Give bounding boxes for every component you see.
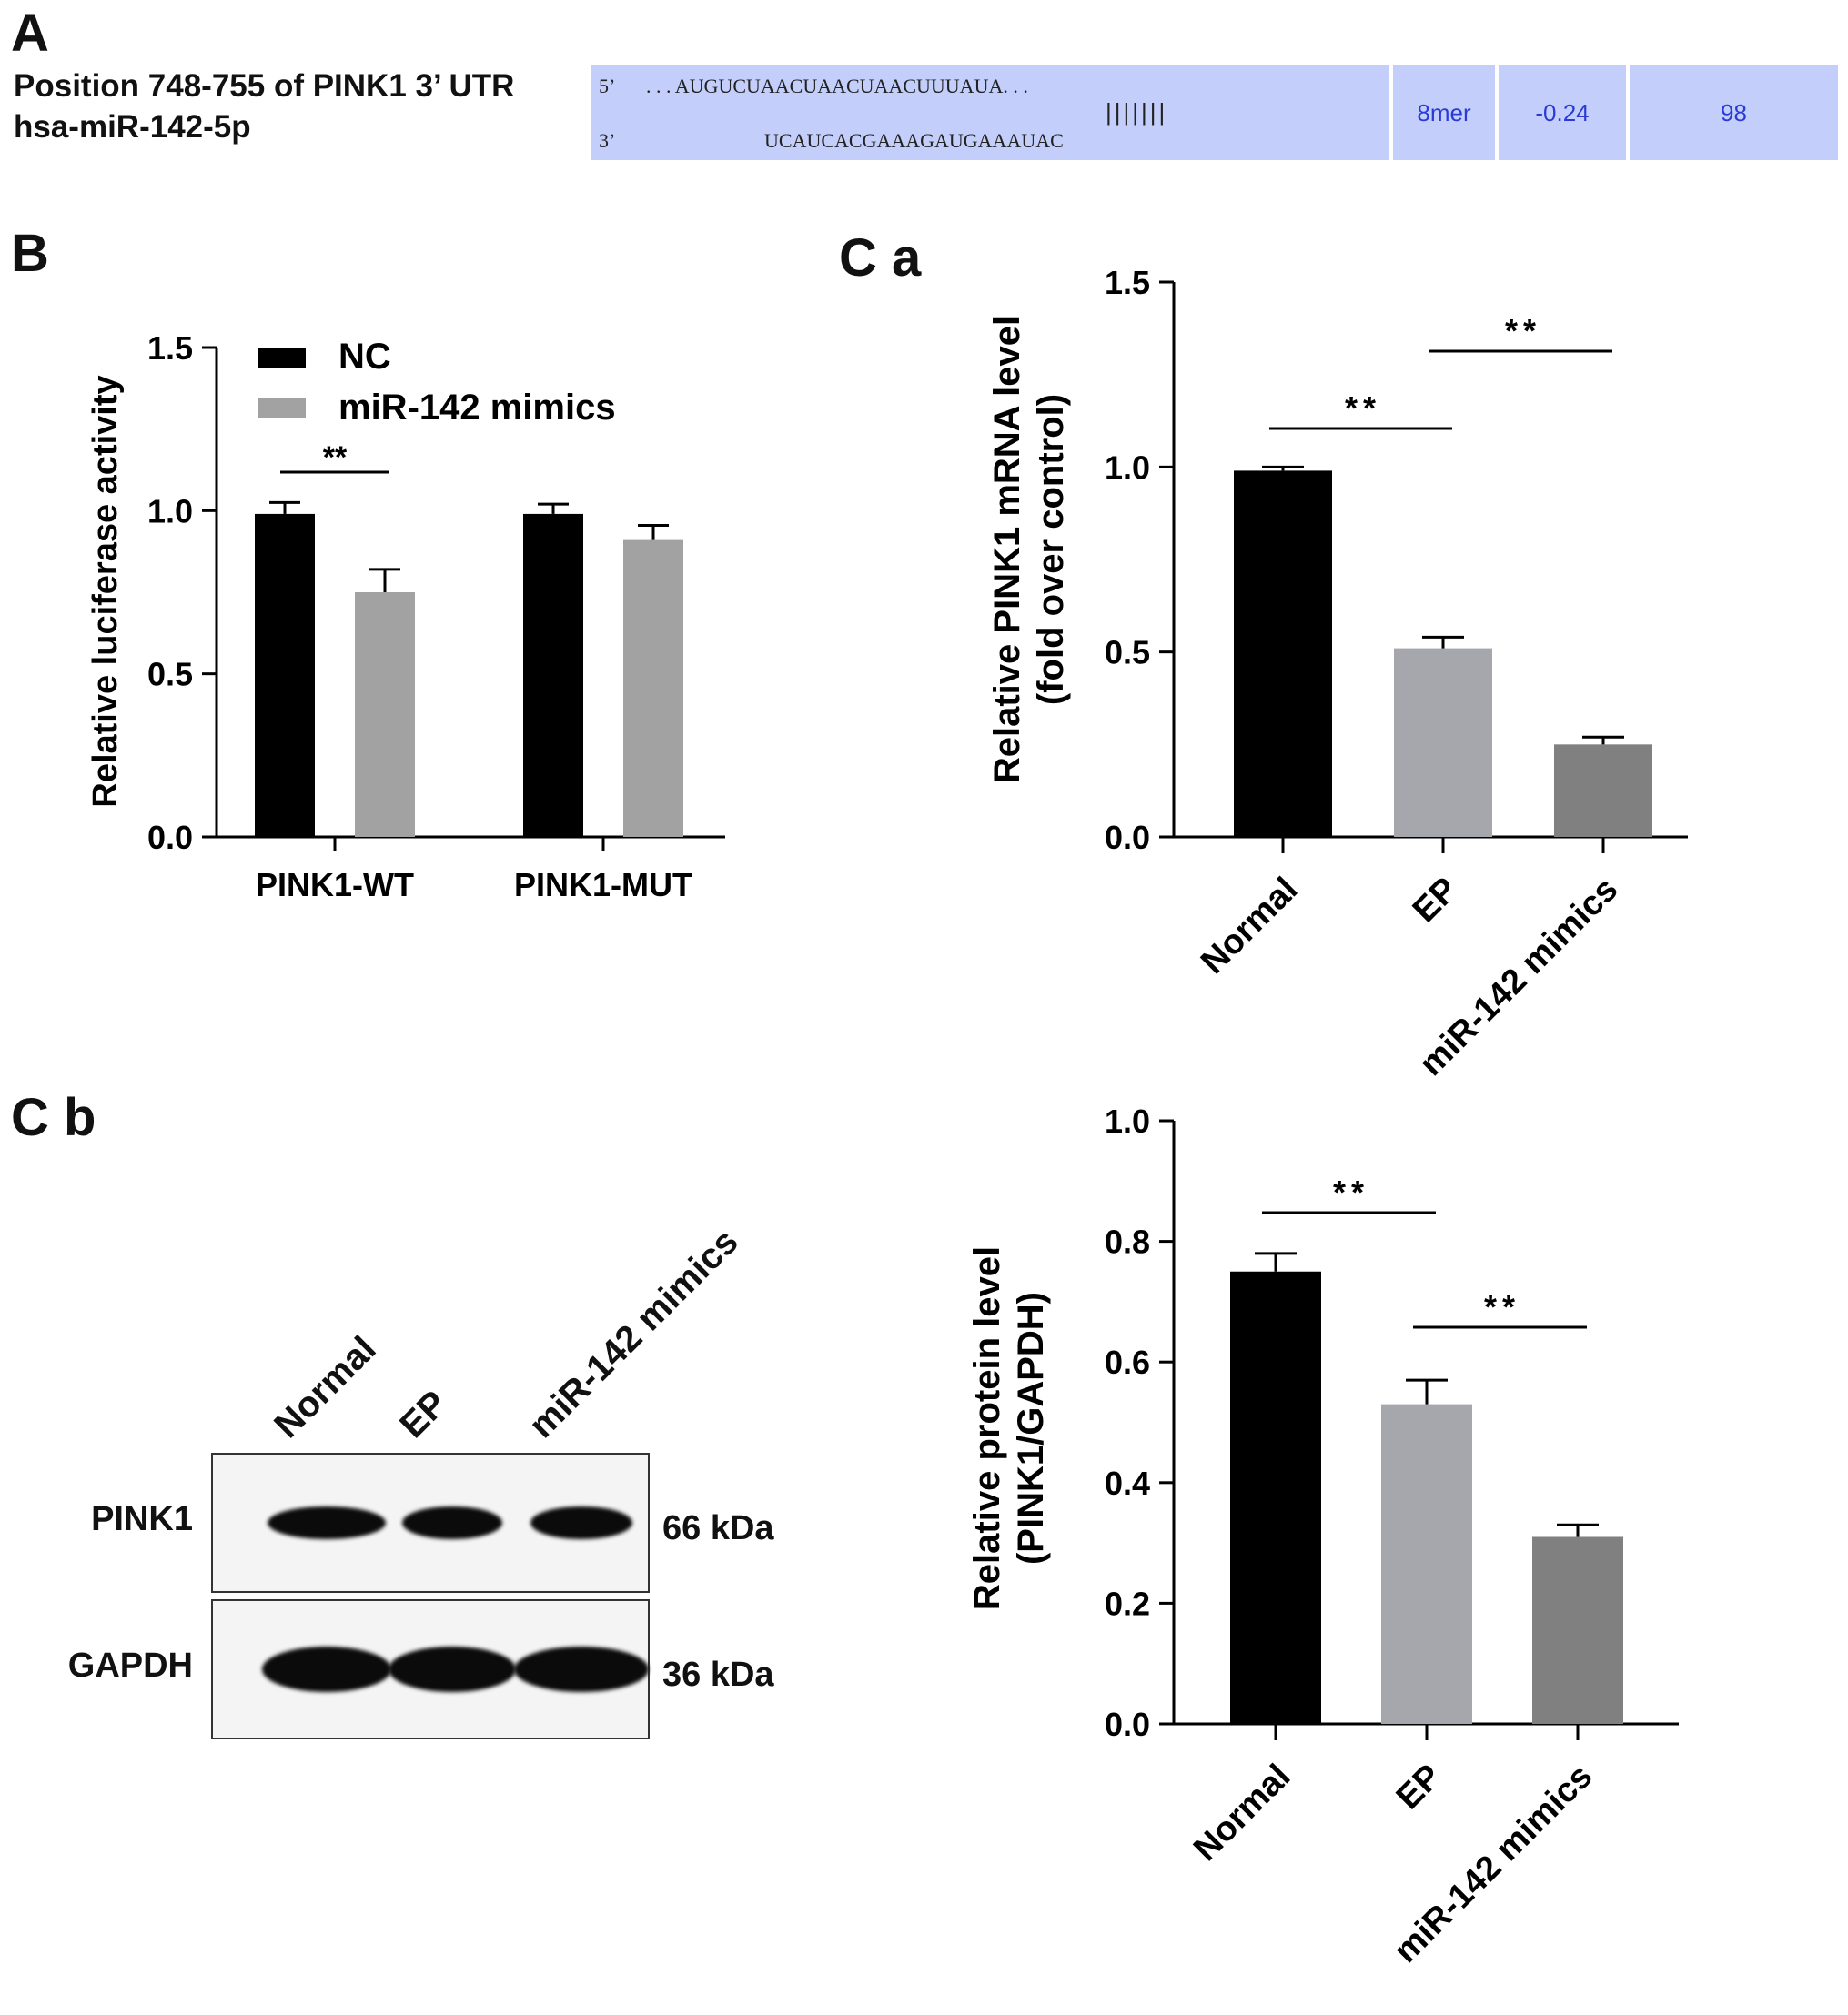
x-tick-label-b: PINK1-WT [256, 866, 414, 903]
panel-label-cb: C b [11, 1088, 96, 1147]
y-tick-label-cb: 0.6 [1105, 1344, 1150, 1381]
bar-cb-mir-142-mimics [1532, 1536, 1623, 1724]
y-tick-label-cb: 0.4 [1105, 1465, 1150, 1502]
context-score-value: -0.24 [1535, 99, 1590, 126]
y-tick-label-ca: 0.0 [1105, 819, 1150, 856]
blot-row-label: GAPDH [67, 1647, 193, 1685]
blot-size-label: 36 kDa [662, 1656, 774, 1694]
site-type-cell: 8mer [1393, 65, 1495, 160]
y-axis-label-cb: Relative protein level [967, 1246, 1007, 1610]
bar-b-mir-142-mimics [623, 539, 683, 837]
blot-size-label: 66 kDa [662, 1509, 774, 1547]
y-tick-label-ca: 1.5 [1105, 264, 1150, 301]
y-tick-label-cb: 1.0 [1105, 1103, 1150, 1140]
x-tick-label-cb: EP [1389, 1758, 1449, 1818]
blot-band-gapdh [262, 1647, 391, 1692]
y-axis-sublabel-cb: (PINK1/GAPDH) [1011, 1292, 1051, 1565]
utr-sequence: . . . AUGUCUAACUAACUAACUUUAUA. . . [646, 75, 1028, 97]
x-tick-label-ca: EP [1406, 871, 1466, 931]
blot-row-label: PINK1 [91, 1500, 193, 1538]
alignment-cell: 5’ . . . AUGUCUAACUAACUAACUUUAUA. . . ||… [591, 65, 1389, 160]
panel-label-ca: C a [839, 228, 922, 287]
blot-box-pink1 [211, 1453, 650, 1593]
legend-label-0: NC [338, 337, 391, 377]
site-type-value: 8mer [1417, 99, 1471, 126]
bar-ca-normal [1234, 470, 1332, 837]
blot-band-gapdh [389, 1647, 516, 1692]
y-tick-label-cb: 0.0 [1105, 1706, 1150, 1743]
x-tick-label-b: PINK1-MUT [514, 866, 692, 903]
y-tick-label-b: 0.5 [147, 656, 193, 693]
y-axis-sublabel-ca: (fold over control) [1031, 394, 1071, 705]
bar-b-mir-142-mimics [355, 592, 415, 837]
y-tick-label-cb: 0.2 [1105, 1585, 1150, 1622]
blot-band-pink1 [530, 1506, 632, 1539]
pairing-marks: ||||||| [1106, 98, 1168, 126]
blot-band-pink1 [268, 1506, 386, 1539]
significance-label-ca: ** [1345, 389, 1381, 427]
blot-band-pink1 [402, 1506, 502, 1539]
bar-ca-ep [1394, 648, 1492, 837]
panel-label-b: B [11, 224, 49, 283]
mirna-sequence: UCAUCACGAAAGAUGAAAUAC [764, 129, 1064, 152]
y-tick-label-b: 1.5 [147, 329, 193, 367]
significance-label-ca: ** [1505, 312, 1541, 349]
percentile-cell: 98 [1630, 65, 1838, 160]
y-tick-label-ca: 0.5 [1105, 634, 1150, 671]
bar-ca-mir-142-mimics [1554, 744, 1652, 837]
y-axis-label-ca: Relative PINK1 mRNA level [987, 316, 1027, 783]
y-tick-label-b: 0.0 [147, 819, 193, 856]
x-tick-label-cb: Normal [1187, 1758, 1298, 1869]
bar-cb-normal [1230, 1271, 1321, 1724]
blot-box-gapdh [211, 1599, 650, 1739]
significance-label-cb: ** [1484, 1288, 1520, 1325]
panel-label-a: A [11, 4, 49, 63]
blot-band-gapdh [514, 1647, 649, 1692]
target-site-table: 5’ . . . AUGUCUAACUAACUAACUUUAUA. . . ||… [591, 65, 1838, 160]
x-tick-label-ca: Normal [1194, 871, 1305, 982]
y-tick-label-cb: 0.8 [1105, 1224, 1150, 1261]
bar-b-nc [523, 513, 583, 837]
y-axis-label-b: Relative luciferase activity [86, 375, 125, 807]
mirna-name-text: hsa-miR-142-5p [14, 109, 251, 145]
significance-label-cb: ** [1333, 1174, 1369, 1211]
utr-prime-label: 5’ [599, 75, 616, 97]
significance-label-b: ** [323, 440, 348, 475]
bar-b-nc [255, 513, 315, 837]
y-tick-label-b: 1.0 [147, 492, 193, 529]
y-tick-label-ca: 1.0 [1105, 448, 1150, 486]
percentile-value: 98 [1721, 99, 1747, 126]
mirna-prime-label: 3’ [599, 129, 616, 152]
legend-swatch-1 [258, 398, 306, 418]
context-score-cell: -0.24 [1499, 65, 1626, 160]
legend-swatch-0 [258, 348, 306, 368]
bar-cb-ep [1381, 1404, 1472, 1724]
utr-position-text: Position 748-755 of PINK1 3’ UTR [14, 68, 515, 104]
legend-label-1: miR-142 mimics [338, 388, 616, 428]
